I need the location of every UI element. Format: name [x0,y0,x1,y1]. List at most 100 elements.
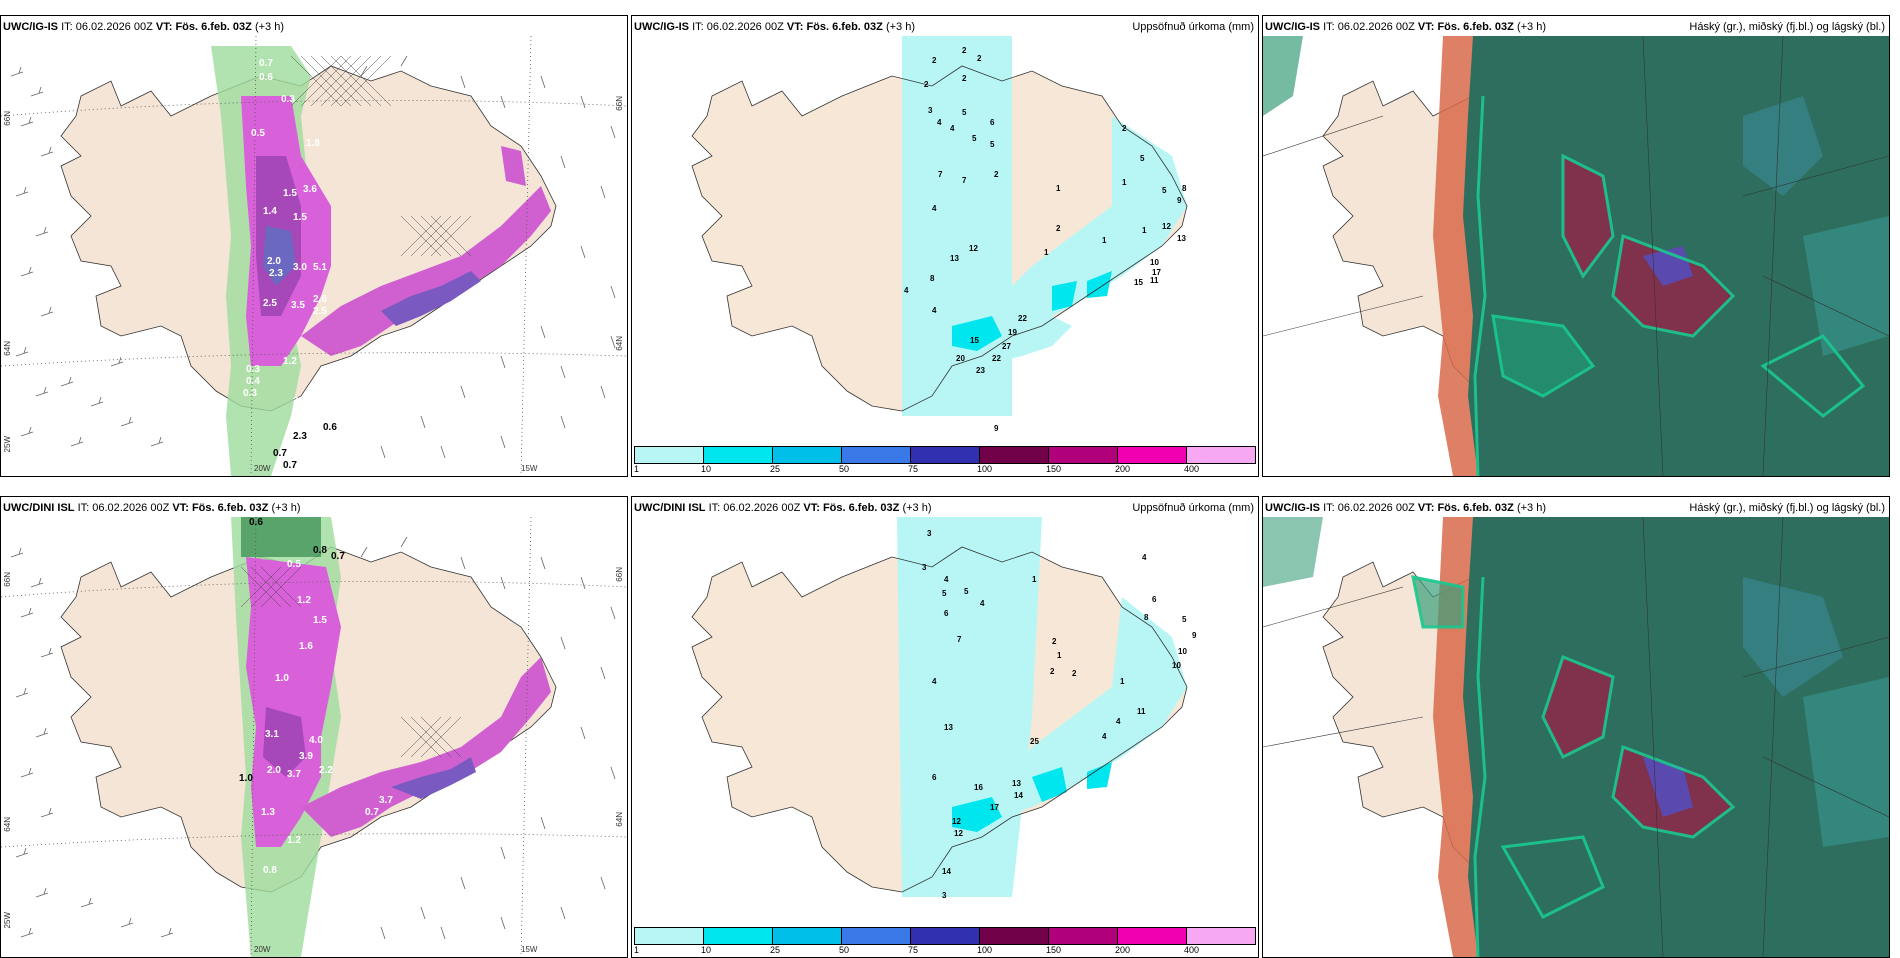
colorbar-label: 75 [908,464,919,474]
precip-value: 5 [964,587,969,596]
snow-value: 0.7 [365,807,379,818]
precip-value: 9 [994,424,999,433]
precip-value: 8 [1182,184,1187,193]
precip-value: 3 [942,891,947,900]
precip-value: 13 [950,254,959,263]
it-label: IT: [708,502,721,514]
precip-value: 7 [938,170,943,179]
precip-value: 20 [956,354,965,363]
precip-value: 2 [924,80,929,89]
lead-time: (+3 h) [1516,21,1546,33]
snow-value: 0.5 [287,559,301,570]
precip-value: 5 [972,134,977,143]
colorbar-segment [1118,928,1187,944]
precip-value: 17 [990,803,999,812]
precip-value: 5 [942,589,947,598]
precip-value: 13 [944,723,953,732]
colorbar-segment [704,447,773,463]
colorbar-label: 400 [1184,464,1200,474]
cloud-title: Háský (gr.), miðský (fj.bl.) og lágský (… [1689,21,1885,33]
lat-label-right: 66N [615,567,624,582]
snow-value: 3.6 [303,184,317,195]
colorbar-labels: 1 10 25 50 75 100 150 200 400 [634,464,1256,474]
colorbar-label: 10 [701,464,712,474]
snow-value: 0.7 [259,58,273,69]
precip-value: 1 [1142,226,1147,235]
precip-value: 4 [944,575,949,584]
precip-value: 12 [952,817,961,826]
vt-value: Fös. 6.feb. 03Z [1437,502,1514,514]
lon-label: 15W [521,464,538,473]
precip-value: 1 [1044,248,1049,257]
precip-value: 17 [1152,268,1161,277]
snow-value: 3.1 [265,729,279,740]
it-value: 06.02.2026 00Z [75,21,153,33]
precip-value: 2 [1072,669,1077,678]
snow-value: 0.3 [281,94,295,105]
colorbar-label: 150 [1046,945,1062,955]
colorbar-label: 50 [839,945,850,955]
precip-value: 5 [1140,154,1145,163]
colorbar-label: 25 [770,464,781,474]
snow-value: 1.8 [306,138,320,149]
snow-value: 1.0 [275,673,289,684]
snow-value: 1.0 [239,773,253,784]
precip-value: 2 [994,170,999,179]
precip-value: 14 [942,867,951,876]
colorbar-segment [1187,447,1255,463]
snow-value: 2.3 [269,268,283,279]
snow-value: 0.3 [243,388,257,399]
snow-value: 1.2 [287,835,301,846]
snow-value: 0.4 [246,376,260,387]
snow-value: 3.5 [291,300,305,311]
panel-title: UWC/IG-IS IT: 06.02.2026 00Z VT: Fös. 6.… [3,18,623,36]
precip-value: 19 [1008,328,1017,337]
snow-wind-panel-top: UWC/IG-IS IT: 06.02.2026 00Z VT: Fös. 6.… [0,15,628,477]
precip-value: 2 [1122,124,1127,133]
precip-value: 11 [1137,707,1146,716]
snow-value: 0.6 [323,422,337,433]
snow-value: 1.5 [313,615,327,626]
precip-value: 10 [1178,647,1187,656]
precip-value: 13 [1177,234,1186,243]
precip-value: 2 [1050,667,1055,676]
precip-value: 3 [928,106,933,115]
precip-title: Uppsöfnuð úrkoma (mm) [1132,502,1254,514]
snow-value: 0.8 [263,865,277,876]
colorbar-label: 75 [908,945,919,955]
panel-title: UWC/IG-IS IT: 06.02.2026 00Z VT: Fös. 6.… [1265,18,1885,36]
lat-label-right: 66N [615,96,624,111]
precip-panel-top: UWC/IG-IS IT: 06.02.2026 00Z VT: Fös. 6.… [631,15,1259,477]
lon-label-left: 25W [3,436,12,453]
vt-label: VT: [172,502,189,514]
snow-value: 0.5 [251,128,265,139]
colorbar-segment [1049,447,1118,463]
colorbar-segment [1049,928,1118,944]
colorbar: 1 10 25 50 75 100 150 200 400 [634,446,1256,474]
precip-value: 4 [932,677,937,686]
precip-value: 4 [937,118,942,127]
vt-value: Fös. 6.feb. 03Z [806,21,883,33]
precip-value: 10 [1172,661,1181,670]
precip-value: 4 [1116,717,1121,726]
snow-value: 0.6 [259,72,273,83]
precip-value: 7 [957,635,962,644]
snow-value: 3.7 [287,769,301,780]
snow-value: 3.9 [299,751,313,762]
colorbar-segments [634,927,1256,945]
snow-value: 2.3 [293,431,307,442]
vt-value: Fös. 6.feb. 03Z [1437,21,1514,33]
it-label: IT: [61,21,73,33]
colorbar-segment [911,447,980,463]
it-value: 06.02.2026 00Z [92,502,170,514]
vt-label: VT: [1417,21,1435,33]
snow-value: 2.0 [267,765,281,776]
snow-map: 66N 64N 66N 64N 25W 20W 15W 0.7 0.6 0.3 … [1,36,627,476]
cloud-panel-top: UWC/IG-IS IT: 06.02.2026 00Z VT: Fös. 6.… [1262,15,1890,477]
snow-value: 2.5 [263,298,277,309]
precip-value: 23 [976,366,985,375]
precip-value: 6 [932,773,937,782]
snow-value: 1.6 [299,641,313,652]
vt-value: Fös. 6.feb. 03Z [822,502,900,514]
precip-value: 4 [950,124,955,133]
